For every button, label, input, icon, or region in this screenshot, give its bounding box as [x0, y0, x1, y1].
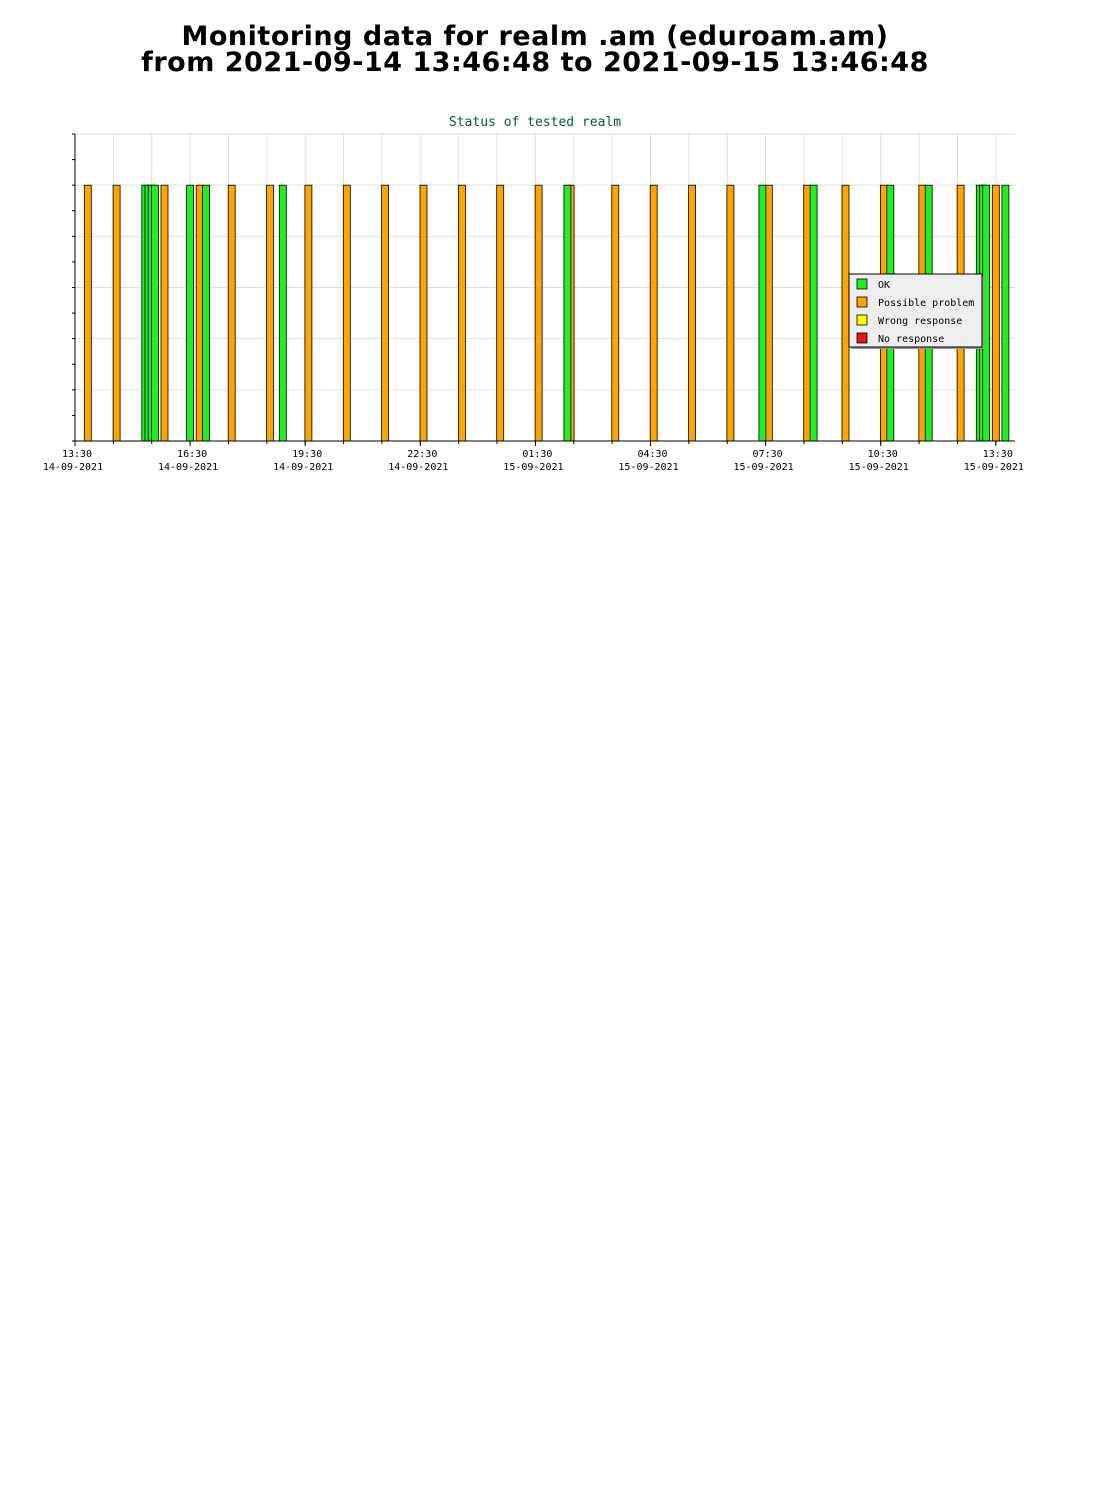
- legend-swatch-ok: [856, 278, 868, 290]
- x-tick-label-date: 14-09-2021: [43, 462, 103, 473]
- legend-swatch-possible-problem: [856, 296, 868, 308]
- legend-box: [848, 273, 983, 348]
- legend-label-possible-problem: Possible problem: [878, 298, 974, 309]
- x-tick-label-date: 15-09-2021: [849, 462, 909, 473]
- x-tick-label-time: 13:30: [62, 449, 92, 460]
- bar-ok: [202, 184, 211, 442]
- x-tick-label-time: 01:30: [522, 449, 552, 460]
- bar-possible-problem: [688, 184, 696, 442]
- bar-possible-problem: [195, 184, 204, 442]
- legend-label-wrong-response: Wrong response: [878, 316, 962, 327]
- x-tick-label-time: 10:30: [868, 449, 898, 460]
- x-tick-label-date: 14-09-2021: [273, 462, 333, 473]
- x-tick-label-date: 15-09-2021: [503, 462, 563, 473]
- bar-possible-problem: [496, 184, 505, 442]
- bar-possible-problem: [112, 184, 121, 442]
- bar-ok: [1001, 184, 1010, 442]
- x-tick-label-time: 04:30: [637, 449, 667, 460]
- x-tick-label-time: 13:30: [983, 449, 1013, 460]
- bar-possible-problem: [841, 184, 850, 442]
- bar-possible-problem: [457, 184, 466, 442]
- bar-possible-problem: [419, 184, 428, 442]
- legend: OK Possible problem Wrong response No respo…: [848, 273, 984, 349]
- bar-possible-problem: [227, 184, 236, 442]
- bar-possible-problem: [764, 184, 773, 442]
- legend-label-no-response: No response: [878, 334, 944, 345]
- bar-possible-problem: [304, 184, 313, 442]
- bar-possible-problem: [534, 184, 543, 442]
- bar-possible-problem: [649, 184, 658, 442]
- bar-possible-problem: [611, 184, 620, 442]
- bar-ok: [278, 184, 287, 442]
- bar-possible-problem: [381, 184, 390, 442]
- bar-possible-problem: [726, 184, 735, 442]
- bar-ok: [758, 184, 767, 442]
- bar-ok: [809, 184, 818, 442]
- bar-possible-problem: [803, 184, 812, 442]
- x-tick-label-date: 15-09-2021: [734, 462, 794, 473]
- x-tick-label-time: 22:30: [407, 449, 437, 460]
- x-tick-label-date: 15-09-2021: [964, 462, 1024, 473]
- chart-title: Status of tested realm: [449, 115, 621, 130]
- x-tick-label-date: 14-09-2021: [158, 462, 218, 473]
- bar-possible-problem: [266, 184, 274, 442]
- bar-possible-problem: [342, 184, 351, 442]
- x-tick-label-time: 16:30: [177, 449, 207, 460]
- x-tick-label-time: 07:30: [753, 449, 783, 460]
- bar-ok: [150, 184, 159, 442]
- status-chart: Status of tested realm 13:30 14-09-2021 16…: [43, 115, 1024, 473]
- page-title-line1: Monitoring data for realm .am (eduroam.a…: [181, 21, 889, 52]
- x-tick-label-time: 19:30: [292, 449, 322, 460]
- page-title-line2: from 2021-09-14 13:46:48 to 2021-09-15 1…: [141, 47, 929, 78]
- legend-swatch-no-response: [856, 332, 868, 344]
- bar-ok: [186, 184, 195, 442]
- x-tick-label-date: 14-09-2021: [388, 462, 448, 473]
- page-title: Monitoring data for realm .am (eduroam.a…: [0, 21, 1070, 78]
- bar-ok: [563, 184, 572, 442]
- x-tick-label-date: 15-09-2021: [618, 462, 678, 473]
- legend-swatch-wrong-response: [856, 314, 868, 326]
- bar-possible-problem: [160, 184, 169, 442]
- bar-possible-problem: [83, 184, 92, 442]
- axes-layer: 13:30 14-09-2021 16:30 14-09-2021 19:30 14-09…: [43, 133, 1024, 473]
- legend-label-ok: OK: [878, 280, 890, 291]
- bar-possible-problem: [991, 184, 1000, 442]
